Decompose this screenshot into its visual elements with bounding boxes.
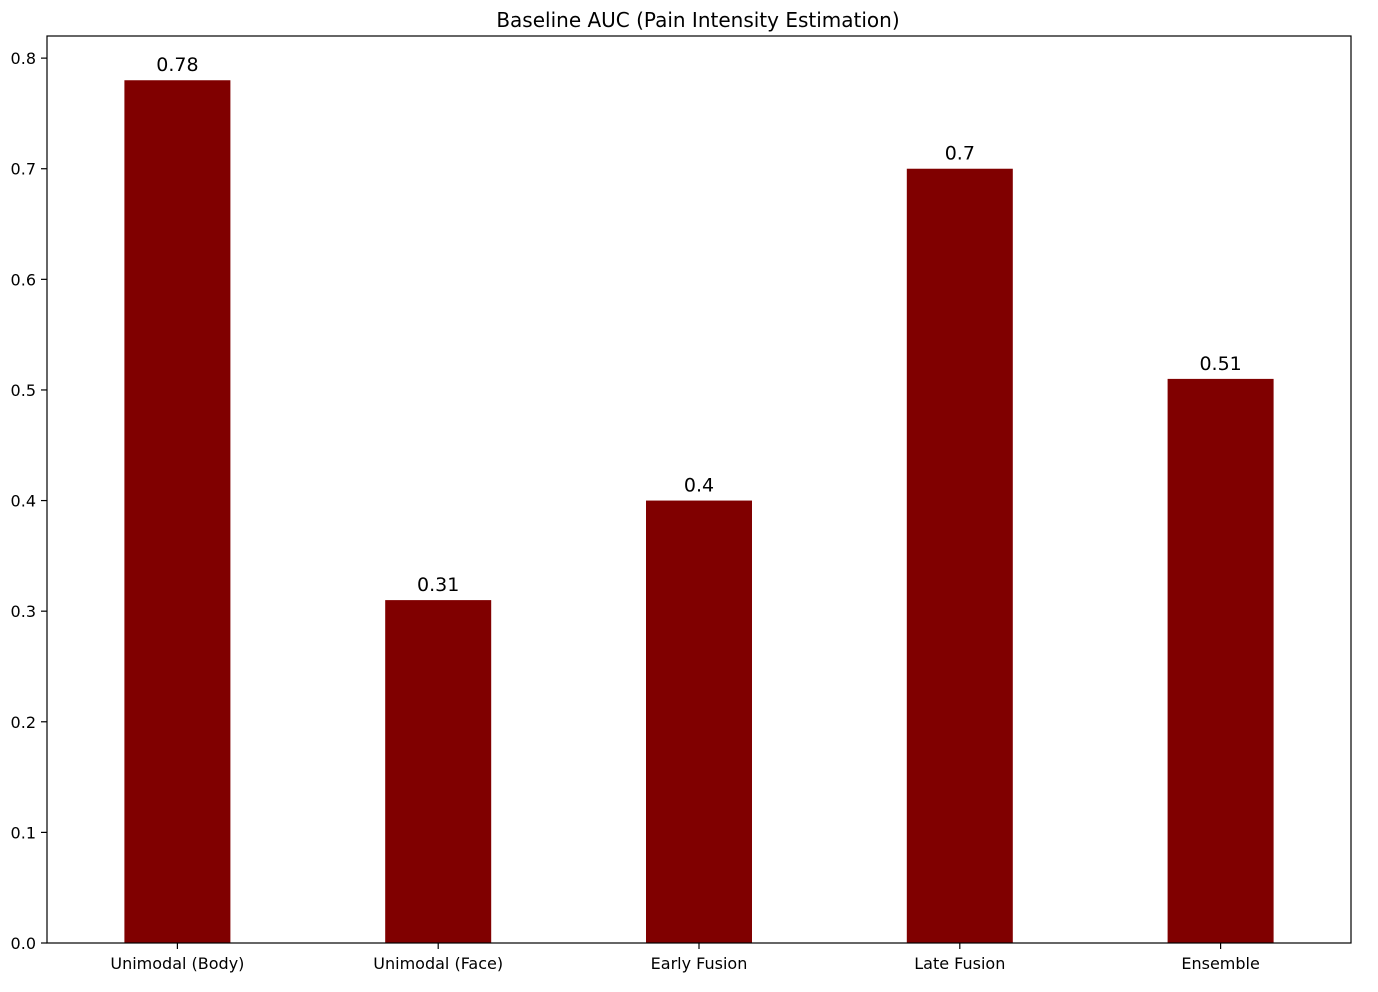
bar-value-label: 0.51 (1199, 353, 1241, 375)
plot-area-frame (46, 35, 1352, 944)
y-tick-label: 0.5 (11, 381, 36, 400)
bar (906, 168, 1013, 944)
bar-value-label: 0.31 (417, 574, 459, 596)
bar-value-label: 0.78 (156, 54, 198, 76)
x-tick-label: Unimodal (Body) (110, 954, 244, 973)
bar-value-label: 0.4 (684, 475, 714, 497)
y-axis: 0.0 0.1 0.2 0.3 0.4 0.5 0.6 0.7 0.8 (11, 49, 47, 953)
y-tick-label: 0.1 (11, 823, 36, 842)
x-tick-label: Late Fusion (914, 954, 1005, 973)
x-tick-label: Unimodal (Face) (373, 954, 503, 973)
bar (124, 80, 231, 944)
y-tick-label: 0.7 (11, 160, 36, 179)
data-labels-layer: 0.78 0.31 0.4 0.7 0.51 (156, 54, 1242, 596)
x-axis: Unimodal (Body) Unimodal (Face) Early Fusi… (110, 943, 1260, 973)
x-tick-label: Ensemble (1181, 954, 1259, 973)
chart-title: Baseline AUC (Pain Intensity Estimation) (496, 8, 899, 32)
bars-layer (124, 80, 1274, 944)
bar (385, 600, 492, 943)
y-tick-label: 0.6 (11, 270, 36, 289)
y-tick-label: 0.4 (11, 492, 36, 511)
y-tick-label: 0.8 (11, 49, 36, 68)
bar (1167, 378, 1274, 943)
y-tick-label: 0.3 (11, 602, 36, 621)
y-tick-label: 0.0 (11, 934, 36, 953)
bar-value-label: 0.7 (945, 143, 975, 165)
x-tick-label: Early Fusion (651, 954, 748, 973)
y-tick-label: 0.2 (11, 713, 36, 732)
bar (646, 500, 752, 943)
